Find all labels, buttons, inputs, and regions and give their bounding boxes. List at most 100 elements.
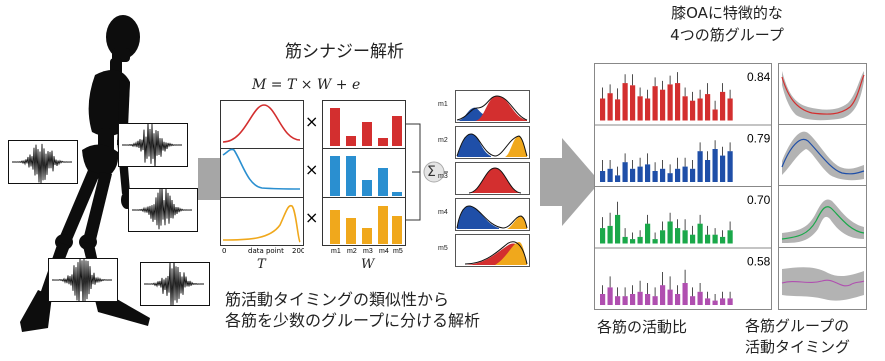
group-4-bar [690,296,696,305]
group-3-bar [667,221,673,244]
group-4-bar [622,296,628,305]
t-curve-orange [222,204,301,243]
group-3-value: 0.70 [747,193,771,207]
oa-title: 膝OAに特徴的な 4つの筋グループ [652,2,802,46]
group-1-bar [712,109,718,121]
group-3-bar [675,228,681,244]
group-3-bar [690,234,696,244]
ratio-label: 各筋の活動比 [597,318,688,336]
t-curve-blue [222,148,301,190]
oa-title-line-1: 膝OAに特徴的な [671,4,783,22]
group-1-bar [660,89,666,121]
t-axis-label: data point [248,247,284,255]
multiply-sign-1: × [305,112,319,131]
group-2-bar [637,166,643,182]
muscle-label-m1: m1 [438,101,448,108]
group-4-bar [697,291,703,305]
group-1-bar [720,91,726,121]
group-4-bar [660,285,666,305]
multiply-sign-2: × [305,160,319,179]
group-3-bar [652,239,658,244]
group-2-value: 0.79 [747,132,771,146]
group-1-value: 0.84 [747,70,771,84]
emg-box-thigh [118,123,188,167]
group-3-bar [697,223,703,244]
timing-curve-group-1 [781,71,865,121]
muscle-panel-m5 [455,234,530,267]
group-3-bar [712,234,718,244]
group-3-bar [645,223,651,244]
synergy-title: 筋シナジー解析 [285,42,404,62]
muscle-panel-m3 [455,162,530,195]
timing-label: 各筋グループの 活動タイミング [745,316,850,358]
group-4-bar [615,296,621,305]
group-3-bar [727,230,733,244]
group-4-bar [600,294,606,305]
muscle-label-m4: m4 [438,209,448,216]
muscle-panel-m1 [455,90,530,123]
group-3-bar [637,236,643,244]
w-cat-5: m5 [393,248,403,255]
group-2-bar [607,168,613,182]
group-4-bar [667,289,673,305]
emg-box-calf [140,262,210,306]
analysis-description: 筋活動タイミングの類似性から 各筋を少数のグループに分ける解析 [225,289,480,331]
muscle-panel-m2 [455,126,530,159]
w-cat-3: m3 [363,248,373,255]
group-3-bar [660,230,666,244]
sum-connector [406,123,448,221]
group-2-bar [630,168,636,182]
emg-box-knee [128,188,198,232]
group-4-bar [720,298,726,305]
group-4-bar [607,287,613,305]
group-1-bar [705,94,711,121]
w-cat-2: m2 [347,248,357,255]
muscle-label-m2: m2 [438,137,448,144]
group-2-bar [622,162,628,182]
description-line-1: 筋活動タイミングの類似性から [225,290,450,309]
group-4-bar [630,294,636,305]
group-2-bar [652,171,658,182]
muscle-reconstruction [455,90,530,267]
group-4-bar [645,294,651,305]
w-symbol: W [361,257,375,272]
emg-box-shin [48,258,118,302]
group-2-bar [682,166,688,182]
group-3-bar [622,236,628,244]
group-4-bar [682,283,688,305]
group-2-bar [712,149,718,182]
multiply-sign-3: × [305,208,319,227]
group-4-bar [712,300,718,305]
group-2-bar [705,160,711,182]
group-4-bar [637,291,643,305]
group-3-bar [600,228,606,244]
timing-curve-group-4 [781,267,865,301]
group-4-bar [727,298,733,305]
group-4-bar [652,296,658,305]
group-4-bar [705,298,711,305]
t-tick-end: 200 [292,247,304,255]
group-1-bar [697,98,703,121]
group-3-bar [720,236,726,244]
group-2-bar [667,173,673,182]
oa-title-line-2: 4つの筋グループ [670,26,784,44]
group-3-bar [682,230,688,244]
muscle-panels: m1 m2 m3 m4 m5 [438,95,534,270]
group-1-bar [630,85,636,121]
timing-label-line-1: 各筋グループの [745,317,850,335]
muscle-label-m5: m5 [438,245,448,252]
group-2-bar [727,151,733,182]
group-2-bar [660,168,666,182]
muscle-label-m3: m3 [438,173,448,180]
w-panel: m1 m2 m3 m4 m5 [322,100,406,255]
group-3-bar [705,234,711,244]
w-bars-orange [330,206,402,244]
emg-box-hip [8,140,78,184]
group-1-bar [600,98,606,121]
w-bars-red [330,108,402,146]
timing-curve-group-2 [781,131,865,181]
timing-label-line-2: 活動タイミング [745,338,851,356]
t-tick-start: 0 [222,247,226,255]
group-1-bar [682,96,688,121]
group-2-bar [697,151,703,182]
